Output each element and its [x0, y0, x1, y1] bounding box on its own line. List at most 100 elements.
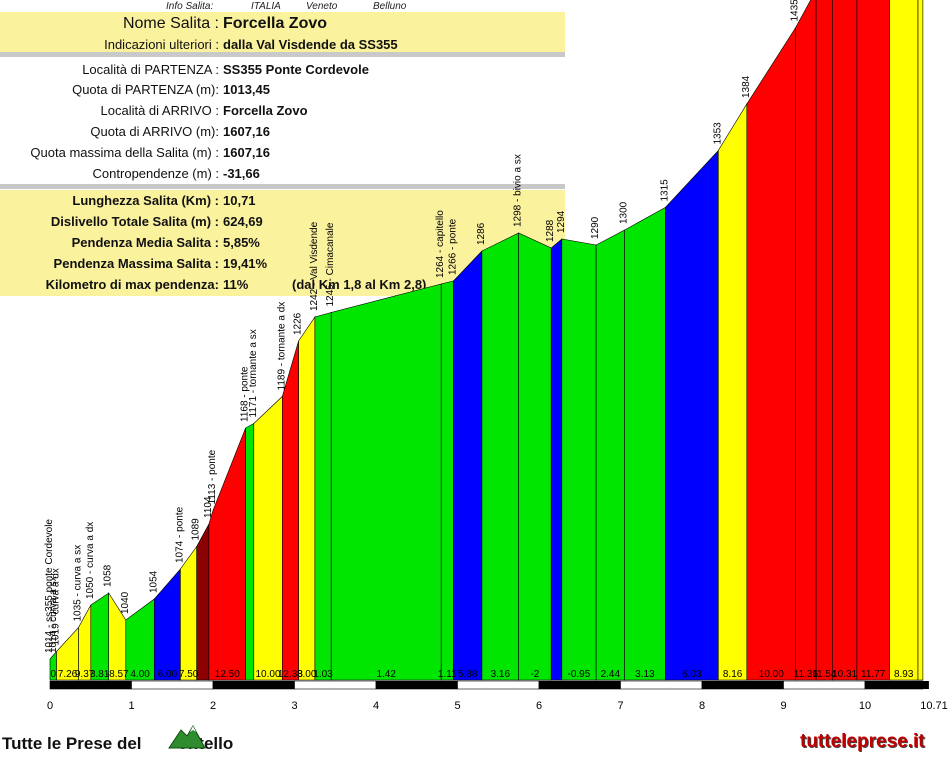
- profile-segment: [550, 238, 563, 681]
- segment-gradient-label: 3.16: [491, 669, 511, 680]
- end-loc-label: Località di ARRIVO :: [100, 103, 220, 118]
- altitude-annotation: 1058: [103, 564, 114, 587]
- start-alt-value: 1013,45: [223, 82, 270, 97]
- start-loc-row: Località di PARTENZA : SS355 Ponte Corde…: [0, 60, 565, 80]
- segment-gradient-label: 0: [51, 669, 57, 680]
- altitude-annotation: 1290: [590, 216, 601, 239]
- segment-gradient-label: 11.77: [861, 669, 886, 680]
- info-label: Info Salita:: [166, 1, 214, 12]
- x-tick-label: 3: [291, 700, 297, 712]
- segment-gradient-label: 10.00: [255, 669, 280, 680]
- segment-gradient-label: 11.54: [812, 669, 837, 680]
- maxgrad-label: Pendenza Massima Salita :: [53, 256, 219, 271]
- x-tick-label: 9: [780, 700, 786, 712]
- x-tick-label: 10.71: [920, 700, 948, 712]
- footer-website: tutteleprese.it: [800, 731, 925, 752]
- length-value: 10,71: [223, 193, 256, 208]
- profile-segment: [917, 0, 924, 681]
- start-alt-row: Quota di PARTENZA (m): 1013,45: [0, 80, 565, 101]
- start-loc-label: Località di PARTENZA :: [82, 62, 219, 77]
- maxkm-note: (dal Km 1,8 al Km 2,8): [292, 277, 427, 292]
- segment-gradient-label: 6.03: [682, 669, 702, 680]
- length-row: Lunghezza Salita (Km) : 10,71: [0, 190, 565, 211]
- altitude-annotation: 1050 - curva a dx: [85, 522, 96, 599]
- start-alt-label: Quota di PARTENZA (m):: [72, 82, 219, 97]
- altitude-annotation: 1226: [293, 312, 304, 335]
- max-alt-value: 1607,16: [223, 145, 270, 160]
- altitude-annotation: 1014 - ss355 ponte Cordevole: [44, 519, 55, 653]
- profile-segment: [624, 206, 666, 681]
- segment-gradient-label: 11.36: [794, 669, 819, 680]
- segment-gradient-label: -2: [530, 669, 539, 680]
- distance-bar-block: [701, 680, 784, 690]
- profile-segment: [815, 0, 833, 681]
- segment-gradient-label: 6.00: [158, 669, 178, 680]
- segment-gradient-label: 9.37: [75, 669, 95, 680]
- profile-segment: [196, 523, 210, 681]
- info-region: Veneto: [306, 1, 338, 12]
- name-row: Nome Salita : Forcella Zovo: [0, 12, 565, 36]
- altitude-annotation: 1245 - Cimacanale: [325, 222, 336, 306]
- altitude-annotation: 1074 - ponte: [174, 506, 185, 563]
- segment-gradient-label: 10.00: [759, 669, 784, 680]
- segment-gradient-label: -0.95: [568, 669, 591, 680]
- ind-value: dalla Val Visdende da SS355: [223, 37, 398, 52]
- altitude-annotation: 1014 - curva a sx: [48, 576, 59, 653]
- profile-segment: [440, 280, 454, 681]
- distance-bar-block: [864, 680, 924, 690]
- distance-bar-block: [620, 680, 703, 690]
- profile-segment: [90, 592, 109, 681]
- avg-row: Pendenza Media Salita : 5,85%: [0, 232, 565, 253]
- mountain-logo-icon: [168, 724, 206, 749]
- segment-gradient-label: 4.00: [130, 669, 150, 680]
- distance-bar-block: [294, 680, 377, 690]
- segment-gradient-label: 7.26: [58, 669, 78, 680]
- distance-bar-block: [131, 680, 214, 690]
- segment-gradient-label: 1.03: [313, 669, 333, 680]
- start-loc-value: SS355 Ponte Cordevole: [223, 62, 369, 77]
- length-label: Lunghezza Salita (Km) :: [72, 193, 219, 208]
- name-value: Forcella Zovo: [223, 15, 328, 32]
- altitude-annotation: 1294: [556, 210, 567, 233]
- altitude-annotation: 1035 - curva a sx: [73, 545, 84, 622]
- x-tick-label: 6: [536, 700, 542, 712]
- altitude-annotation: 1168 - ponte: [240, 366, 251, 422]
- segment-gradient-label: 8.00: [297, 669, 317, 680]
- name-label: Nome Salita :: [122, 15, 219, 32]
- counter-value: -31,66: [223, 166, 260, 181]
- end-alt-row: Quota di ARRIVO (m): 1607,16: [0, 122, 565, 143]
- profile-segment: [561, 238, 597, 681]
- separator: [0, 184, 565, 189]
- altitude-annotation: 1300: [619, 201, 630, 224]
- altitude-annotation: 1288: [545, 219, 556, 242]
- altitude-annotation: 1089: [191, 518, 202, 541]
- segment-gradient-label: 8.16: [723, 669, 743, 680]
- ind-row: Indicazioni ulteriori : dalla Val Visden…: [0, 36, 565, 52]
- end-loc-row: Località di ARRIVO : Forcella Zovo: [0, 101, 565, 122]
- profile-segment: [665, 149, 719, 681]
- profile-segment: [314, 312, 332, 681]
- maxgrad-row: Pendenza Massima Salita : 19,41%: [0, 253, 565, 274]
- distance-bar-block: [457, 680, 540, 690]
- profile-segment: [180, 545, 197, 681]
- max-alt-row: Quota massima della Salita (m) : 1607,16: [0, 143, 565, 164]
- climb-label: Dislivello Totale Salita (m) :: [50, 214, 219, 229]
- altitude-annotation: 1171 - tornante a sx: [248, 329, 259, 417]
- segment-gradient-label: 2.44: [601, 669, 621, 680]
- climb-value: 624,69: [223, 214, 263, 229]
- distance-bar-block: [49, 680, 132, 690]
- profile-segment: [330, 283, 442, 681]
- info-country: ITALIA: [251, 1, 281, 12]
- profile-segment: [889, 0, 919, 681]
- avg-label: Pendenza Media Salita :: [71, 235, 219, 250]
- distance-bar-block: [212, 680, 295, 690]
- segment-gradient-label: 3.81: [90, 669, 110, 680]
- profile-segment: [518, 232, 552, 681]
- segment-gradient-label: -8.57: [106, 669, 129, 680]
- x-tick-label: 2: [210, 700, 216, 712]
- altitude-annotation: 1298 - bivio a sx: [513, 154, 524, 227]
- counter-row: Contropendenze (m) : -31,66: [0, 164, 565, 184]
- end-alt-label: Quota di ARRIVO (m):: [90, 124, 219, 139]
- segment-gradient-label: 12.33: [278, 669, 303, 680]
